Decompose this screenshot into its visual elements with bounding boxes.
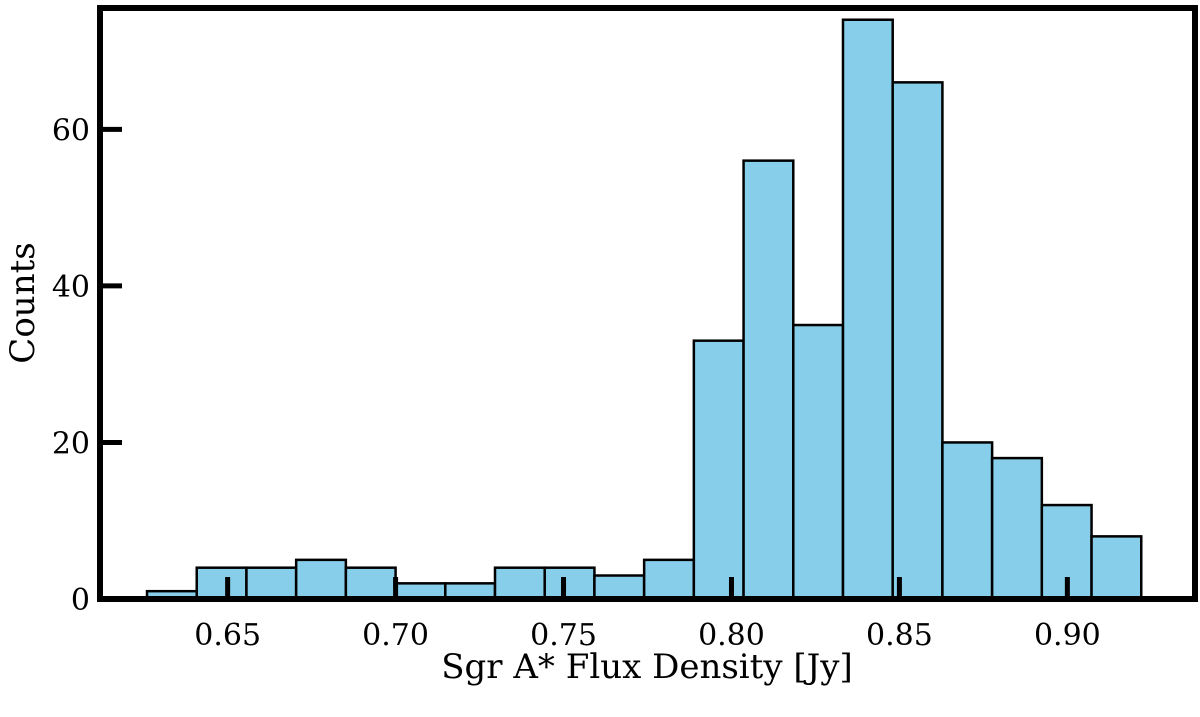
y-axis-ticks: 0 20 40 60 (52, 113, 122, 618)
histogram-bar-10 (642, 558, 696, 601)
x-tick-label: 0.65 (194, 618, 261, 653)
histogram-bar-2 (245, 566, 298, 601)
histogram-bar-9 (593, 574, 646, 601)
histogram-bar-15 (891, 81, 944, 601)
x-axis-ticks: 0.65 0.70 0.75 0.80 0.85 0.90 (194, 577, 1101, 653)
y-tick-label: 60 (52, 113, 90, 148)
y-tick-label: 20 (52, 426, 90, 461)
plot-frame (97, 5, 1198, 602)
histogram-bar-4 (344, 566, 397, 601)
histogram-bars (145, 18, 1143, 601)
histogram-bar-19 (1090, 535, 1143, 601)
histogram-bar-12 (742, 159, 795, 601)
histogram-bar-8 (543, 566, 596, 601)
y-axis-label: Counts (3, 242, 43, 363)
histogram-bar-7 (493, 566, 546, 601)
histogram-bar-16 (941, 441, 994, 601)
histogram-bar-11 (692, 339, 745, 601)
y-tick-label: 40 (52, 270, 90, 305)
histogram-bar-13 (792, 323, 845, 601)
x-tick-label: 0.90 (1034, 618, 1101, 653)
histogram-bar-3 (294, 558, 348, 601)
x-tick-label: 0.75 (530, 618, 597, 653)
x-tick-label: 0.80 (698, 618, 765, 653)
histogram-bar-14 (841, 18, 894, 601)
x-tick-label: 0.85 (866, 618, 933, 653)
histogram-bar-17 (990, 456, 1044, 601)
x-tick-label: 0.70 (362, 618, 429, 653)
y-tick-label: 0 (71, 583, 90, 618)
histogram-bar-1 (195, 566, 248, 601)
x-axis-label: Sgr A* Flux Density [Jy] (441, 647, 852, 687)
